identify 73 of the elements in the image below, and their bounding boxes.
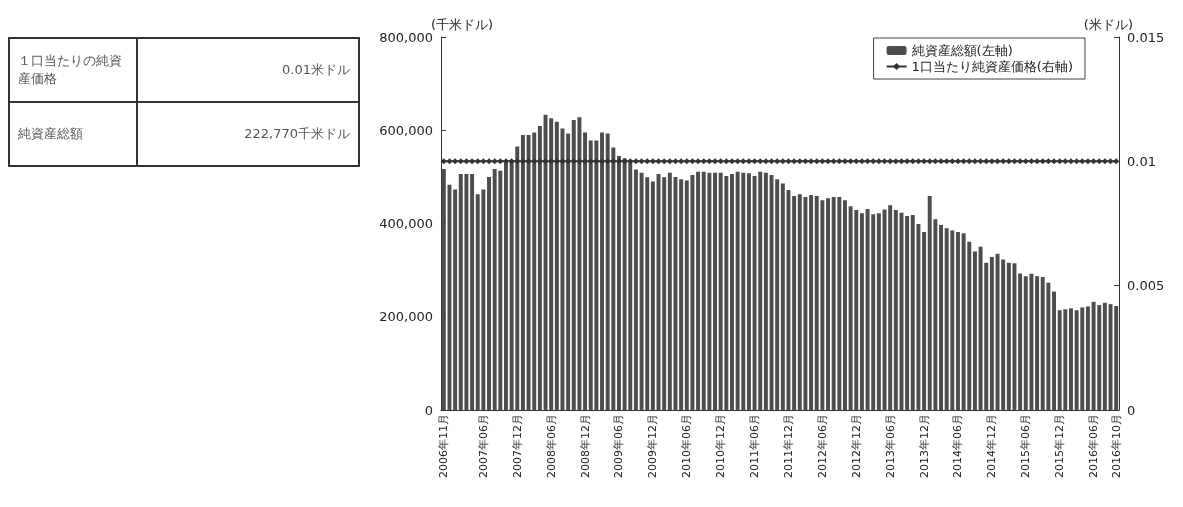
category-label: １口当たりの純資産価格 bbox=[9, 38, 137, 102]
x-tick-label: 2016年10月 bbox=[1109, 414, 1123, 478]
bar bbox=[939, 224, 943, 410]
bar bbox=[453, 189, 458, 410]
text: 222,770千米ドル bbox=[244, 126, 350, 141]
legend-label: 1口当たり純資産価格(右軸) bbox=[911, 59, 1074, 74]
x-tick-label: 2014年06月 bbox=[951, 414, 965, 478]
y-tick-label: 600,000 bbox=[379, 122, 433, 138]
x-tick-label: 2016年06月 bbox=[1087, 414, 1101, 478]
x-tick-label: 2009年12月 bbox=[646, 414, 660, 478]
y-axis-title: (千米ドル) bbox=[431, 16, 494, 32]
y2-axis-title: (米ドル) bbox=[1083, 16, 1133, 32]
bar bbox=[566, 133, 571, 410]
bar bbox=[989, 257, 994, 410]
bar bbox=[1085, 306, 1090, 410]
bar bbox=[956, 231, 960, 410]
y-tick-label: 400,000 bbox=[379, 216, 433, 231]
bar bbox=[876, 213, 881, 410]
y2-tick-label: 0.015 bbox=[1127, 29, 1165, 45]
bar bbox=[809, 195, 814, 410]
x-tick-label: 2006年11月 bbox=[437, 414, 451, 478]
x-tick-label: 2015年06月 bbox=[1019, 414, 1033, 478]
bar bbox=[520, 134, 525, 410]
bar bbox=[792, 195, 797, 410]
bar bbox=[537, 126, 542, 410]
bar bbox=[859, 213, 864, 410]
x-tick-label: 2013年12月 bbox=[917, 414, 931, 478]
text: 0.01米ドル bbox=[282, 62, 350, 77]
x-tick-label: 2012年12月 bbox=[849, 414, 863, 478]
x-tick-label: 2014年12月 bbox=[985, 414, 999, 478]
x-tick-label: 2007年06月 bbox=[476, 414, 490, 478]
bar bbox=[1102, 302, 1107, 410]
x-tick-label: 2007年12月 bbox=[510, 414, 524, 478]
bar bbox=[487, 176, 491, 410]
y2-tick-label: 0.005 bbox=[1127, 278, 1165, 294]
x-tick-label: 2011年06月 bbox=[748, 414, 762, 478]
bar bbox=[746, 173, 751, 410]
bar bbox=[1052, 291, 1056, 410]
bar bbox=[650, 181, 655, 410]
bar bbox=[617, 155, 621, 410]
x-tick-label: 2013年06月 bbox=[883, 414, 897, 478]
bar bbox=[1018, 273, 1023, 410]
bar bbox=[713, 172, 717, 410]
bar bbox=[679, 179, 684, 410]
bar bbox=[730, 174, 734, 410]
x-tick-label: 2015年12月 bbox=[1053, 414, 1067, 478]
x-tick-label: 2008年06月 bbox=[544, 414, 558, 478]
bar bbox=[843, 200, 847, 410]
bar bbox=[696, 171, 701, 410]
bar bbox=[633, 169, 638, 410]
x-tick-label: 2010年06月 bbox=[680, 414, 694, 478]
y2-tick-label: 0 bbox=[1127, 402, 1136, 418]
y-tick-label: 800,000 bbox=[379, 29, 433, 45]
bar bbox=[972, 251, 977, 410]
x-tick-label: 2008年12月 bbox=[578, 414, 592, 478]
legend-label: 純資産総額(左軸) bbox=[911, 43, 1013, 58]
bar bbox=[600, 132, 604, 410]
bar bbox=[1069, 308, 1073, 410]
x-tick-label: 2011年12月 bbox=[781, 414, 795, 478]
bar bbox=[922, 231, 927, 410]
x-tick-label: 2009年06月 bbox=[612, 414, 626, 478]
bar bbox=[1035, 276, 1040, 410]
y-tick-label: 0 bbox=[424, 402, 433, 418]
bar bbox=[763, 172, 768, 410]
category-label: 純資産総額 bbox=[9, 102, 137, 166]
x-tick-label: 2012年06月 bbox=[815, 414, 829, 478]
bar bbox=[470, 174, 475, 410]
x-tick-label: 2010年12月 bbox=[714, 414, 728, 478]
bar bbox=[583, 132, 588, 410]
y2-tick-label: 0.01 bbox=[1127, 153, 1156, 169]
bar bbox=[826, 198, 830, 410]
y-tick-label: 200,000 bbox=[379, 309, 433, 325]
bar bbox=[905, 216, 910, 410]
